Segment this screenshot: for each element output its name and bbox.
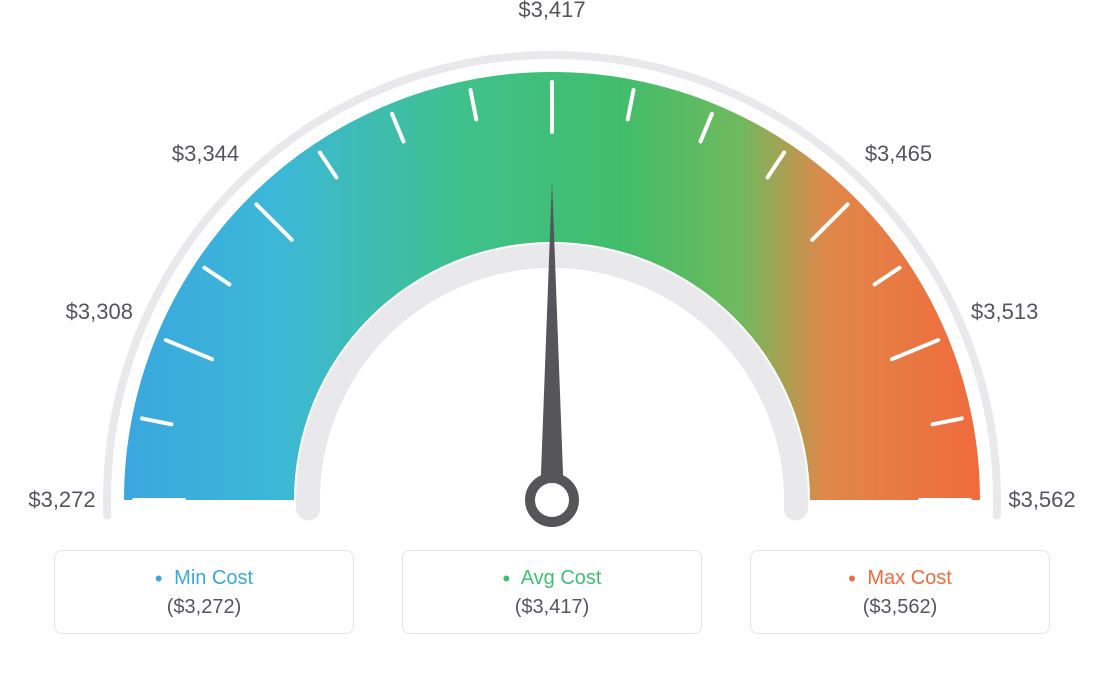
legend-value-min: ($3,272) bbox=[75, 596, 333, 619]
gauge-scale-label: $3,308 bbox=[66, 299, 133, 325]
gauge-scale-label: $3,465 bbox=[865, 141, 932, 167]
gauge-scale-label: $3,513 bbox=[971, 299, 1038, 325]
legend-card-max: • Max Cost ($3,562) bbox=[750, 550, 1050, 634]
legend-card-min: • Min Cost ($3,272) bbox=[54, 550, 354, 634]
gauge-scale-label: $3,417 bbox=[518, 0, 585, 23]
gauge-scale-label: $3,272 bbox=[28, 487, 95, 513]
legend-title-max-text: Max Cost bbox=[867, 567, 951, 589]
gauge-scale-label: $3,562 bbox=[1008, 487, 1075, 513]
legend-dot-min: • bbox=[155, 566, 163, 591]
gauge-scale-label: $3,344 bbox=[172, 141, 239, 167]
legend-card-avg: • Avg Cost ($3,417) bbox=[402, 550, 702, 634]
legend-value-avg: ($3,417) bbox=[423, 596, 681, 619]
legend-value-max: ($3,562) bbox=[771, 596, 1029, 619]
legend-title-avg-text: Avg Cost bbox=[521, 567, 602, 589]
legend-title-min: • Min Cost bbox=[75, 567, 333, 590]
legend-title-avg: • Avg Cost bbox=[423, 567, 681, 590]
legend-row: • Min Cost ($3,272) • Avg Cost ($3,417) … bbox=[0, 550, 1104, 634]
legend-title-max: • Max Cost bbox=[771, 567, 1029, 590]
legend-dot-avg: • bbox=[503, 566, 511, 591]
gauge-svg bbox=[0, 0, 1104, 550]
gauge-chart: $3,272 $3,308 $3,344 $3,417 $3,465 $3,513 $3,5… bbox=[0, 0, 1104, 550]
legend-dot-max: • bbox=[848, 566, 856, 591]
legend-title-min-text: Min Cost bbox=[174, 567, 253, 589]
